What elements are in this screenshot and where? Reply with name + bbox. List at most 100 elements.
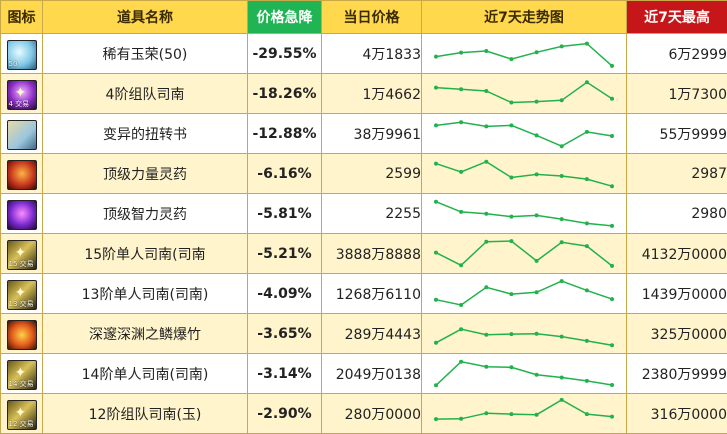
trend-point[interactable] [610,63,614,68]
trend-point[interactable] [534,172,539,177]
trend-point[interactable] [584,288,589,293]
trend-point[interactable] [459,209,464,214]
table-row[interactable]: 变异的扭转书 -12.88% 38万9961 55万9999 [0,113,727,154]
trend-point[interactable] [559,279,564,284]
trend-point[interactable] [610,223,614,228]
trend-point[interactable] [610,134,614,138]
table-row[interactable]: 顶级智力灵药 -5.81% 2255 2980 [0,193,727,234]
trend-point[interactable] [509,292,514,297]
table-row[interactable]: ✦ 12 交易 12阶组队司南(玉) -2.90% 280万0000 316万0000 [0,393,727,434]
item-name[interactable]: 15阶单人司南(司南 [42,233,248,274]
trend-point[interactable] [534,290,539,295]
trend-point[interactable] [534,213,539,218]
trend-point[interactable] [559,334,564,339]
trend-point[interactable] [534,133,539,138]
trend-point[interactable] [434,123,438,128]
abyss-firecracker-icon[interactable] [6,319,37,350]
trend-point[interactable] [584,412,589,417]
trend-point[interactable] [584,80,589,85]
trend-point[interactable] [509,239,514,244]
jade-orb-icon[interactable]: 50 [6,39,37,70]
trend-point[interactable] [484,332,489,337]
trend-point[interactable] [559,217,564,222]
trend-point[interactable] [459,303,464,307]
trend-point[interactable] [434,340,438,345]
team-sinan-icon[interactable]: ✦ 4 交易 [6,79,37,110]
trend-point[interactable] [610,96,614,101]
trend-point[interactable] [459,263,464,268]
trend-point[interactable] [559,397,564,402]
trend-point[interactable] [534,331,539,336]
table-row[interactable]: ✦ 15 交易 15阶单人司南(司南 -5.21% 3888万8888 4132万0000 [0,233,727,274]
trend-point[interactable] [534,99,539,104]
intellect-potion-icon[interactable] [6,199,37,230]
table-row[interactable]: ✦ 4 交易 4阶组队司南 -18.26% 1万4662 1万7300 [0,73,727,114]
trend-point[interactable] [484,285,489,290]
table-row[interactable]: ✦ 14 交易 14阶单人司南(司南) -3.14% 2049万0138 2380万999… [0,353,727,394]
trend-point[interactable] [459,327,464,332]
trend-point[interactable] [434,297,438,302]
item-name[interactable]: 14阶单人司南(司南) [42,353,248,394]
trend-point[interactable] [534,50,539,55]
item-name[interactable]: 12阶组队司南(玉) [42,393,248,434]
strength-potion-icon[interactable] [6,159,37,190]
trend-point[interactable] [459,169,464,174]
trend-point[interactable] [484,411,489,416]
trend-point[interactable] [610,184,614,189]
trend-point[interactable] [459,50,464,55]
trend-point[interactable] [459,359,464,364]
trend-point[interactable] [559,375,564,380]
trend-point[interactable] [534,372,539,377]
trend-point[interactable] [509,214,514,219]
trend-point[interactable] [434,161,438,166]
trend-point[interactable] [434,250,438,255]
twist-book-icon[interactable] [6,119,37,150]
trend-point[interactable] [610,414,614,419]
trend-point[interactable] [559,144,564,149]
item-name[interactable]: 稀有玉荣(50) [42,33,248,74]
header-name[interactable]: 道具名称 [42,0,248,34]
table-row[interactable]: 顶级力量灵药 -6.16% 2599 2987 [0,153,727,194]
trend-point[interactable] [584,221,589,226]
trend-point[interactable] [584,244,589,249]
trend-point[interactable] [584,41,589,46]
trend-point[interactable] [484,239,489,244]
solo-sinan-13-icon[interactable]: ✦ 13 交易 [6,279,37,310]
trend-point[interactable] [484,364,489,369]
trend-point[interactable] [484,124,489,129]
trend-point[interactable] [459,416,464,421]
trend-point[interactable] [484,159,489,164]
trend-point[interactable] [559,174,564,178]
trend-point[interactable] [610,383,614,387]
trend-point[interactable] [434,417,438,422]
trend-point[interactable] [509,412,514,417]
trend-point[interactable] [484,89,489,93]
trend-point[interactable] [610,297,614,302]
trend-point[interactable] [534,258,539,263]
trend-point[interactable] [509,175,514,180]
trend-point[interactable] [584,129,589,134]
trend-point[interactable] [509,100,514,105]
trend-point[interactable] [484,49,489,53]
table-row[interactable]: 50 稀有玉荣(50) -29.55% 4万1833 6万2999 [0,33,727,74]
item-name[interactable]: 深邃深渊之鳞爆竹 [42,313,248,354]
trend-point[interactable] [509,365,514,370]
header-price[interactable]: 当日价格 [321,0,422,34]
trend-point[interactable] [584,338,589,343]
item-name[interactable]: 顶级力量灵药 [42,153,248,194]
trend-point[interactable] [559,240,564,245]
trend-point[interactable] [434,383,438,388]
item-name[interactable]: 4阶组队司南 [42,73,248,114]
item-name[interactable]: 13阶单人司南(司南) [42,273,248,314]
header-drop[interactable]: 价格急降 [247,0,322,34]
trend-point[interactable] [584,378,589,383]
table-row[interactable]: 深邃深渊之鳞爆竹 -3.65% 289万4443 325万0000 [0,313,727,354]
trend-point[interactable] [559,98,564,103]
trend-point[interactable] [584,177,589,182]
table-row[interactable]: ✦ 13 交易 13阶单人司南(司南) -4.09% 1268万6110 1439万000… [0,273,727,314]
team-sinan-12-icon[interactable]: ✦ 12 交易 [6,399,37,430]
trend-point[interactable] [610,263,614,268]
trend-point[interactable] [434,199,438,204]
trend-point[interactable] [610,343,614,348]
trend-point[interactable] [459,87,464,92]
